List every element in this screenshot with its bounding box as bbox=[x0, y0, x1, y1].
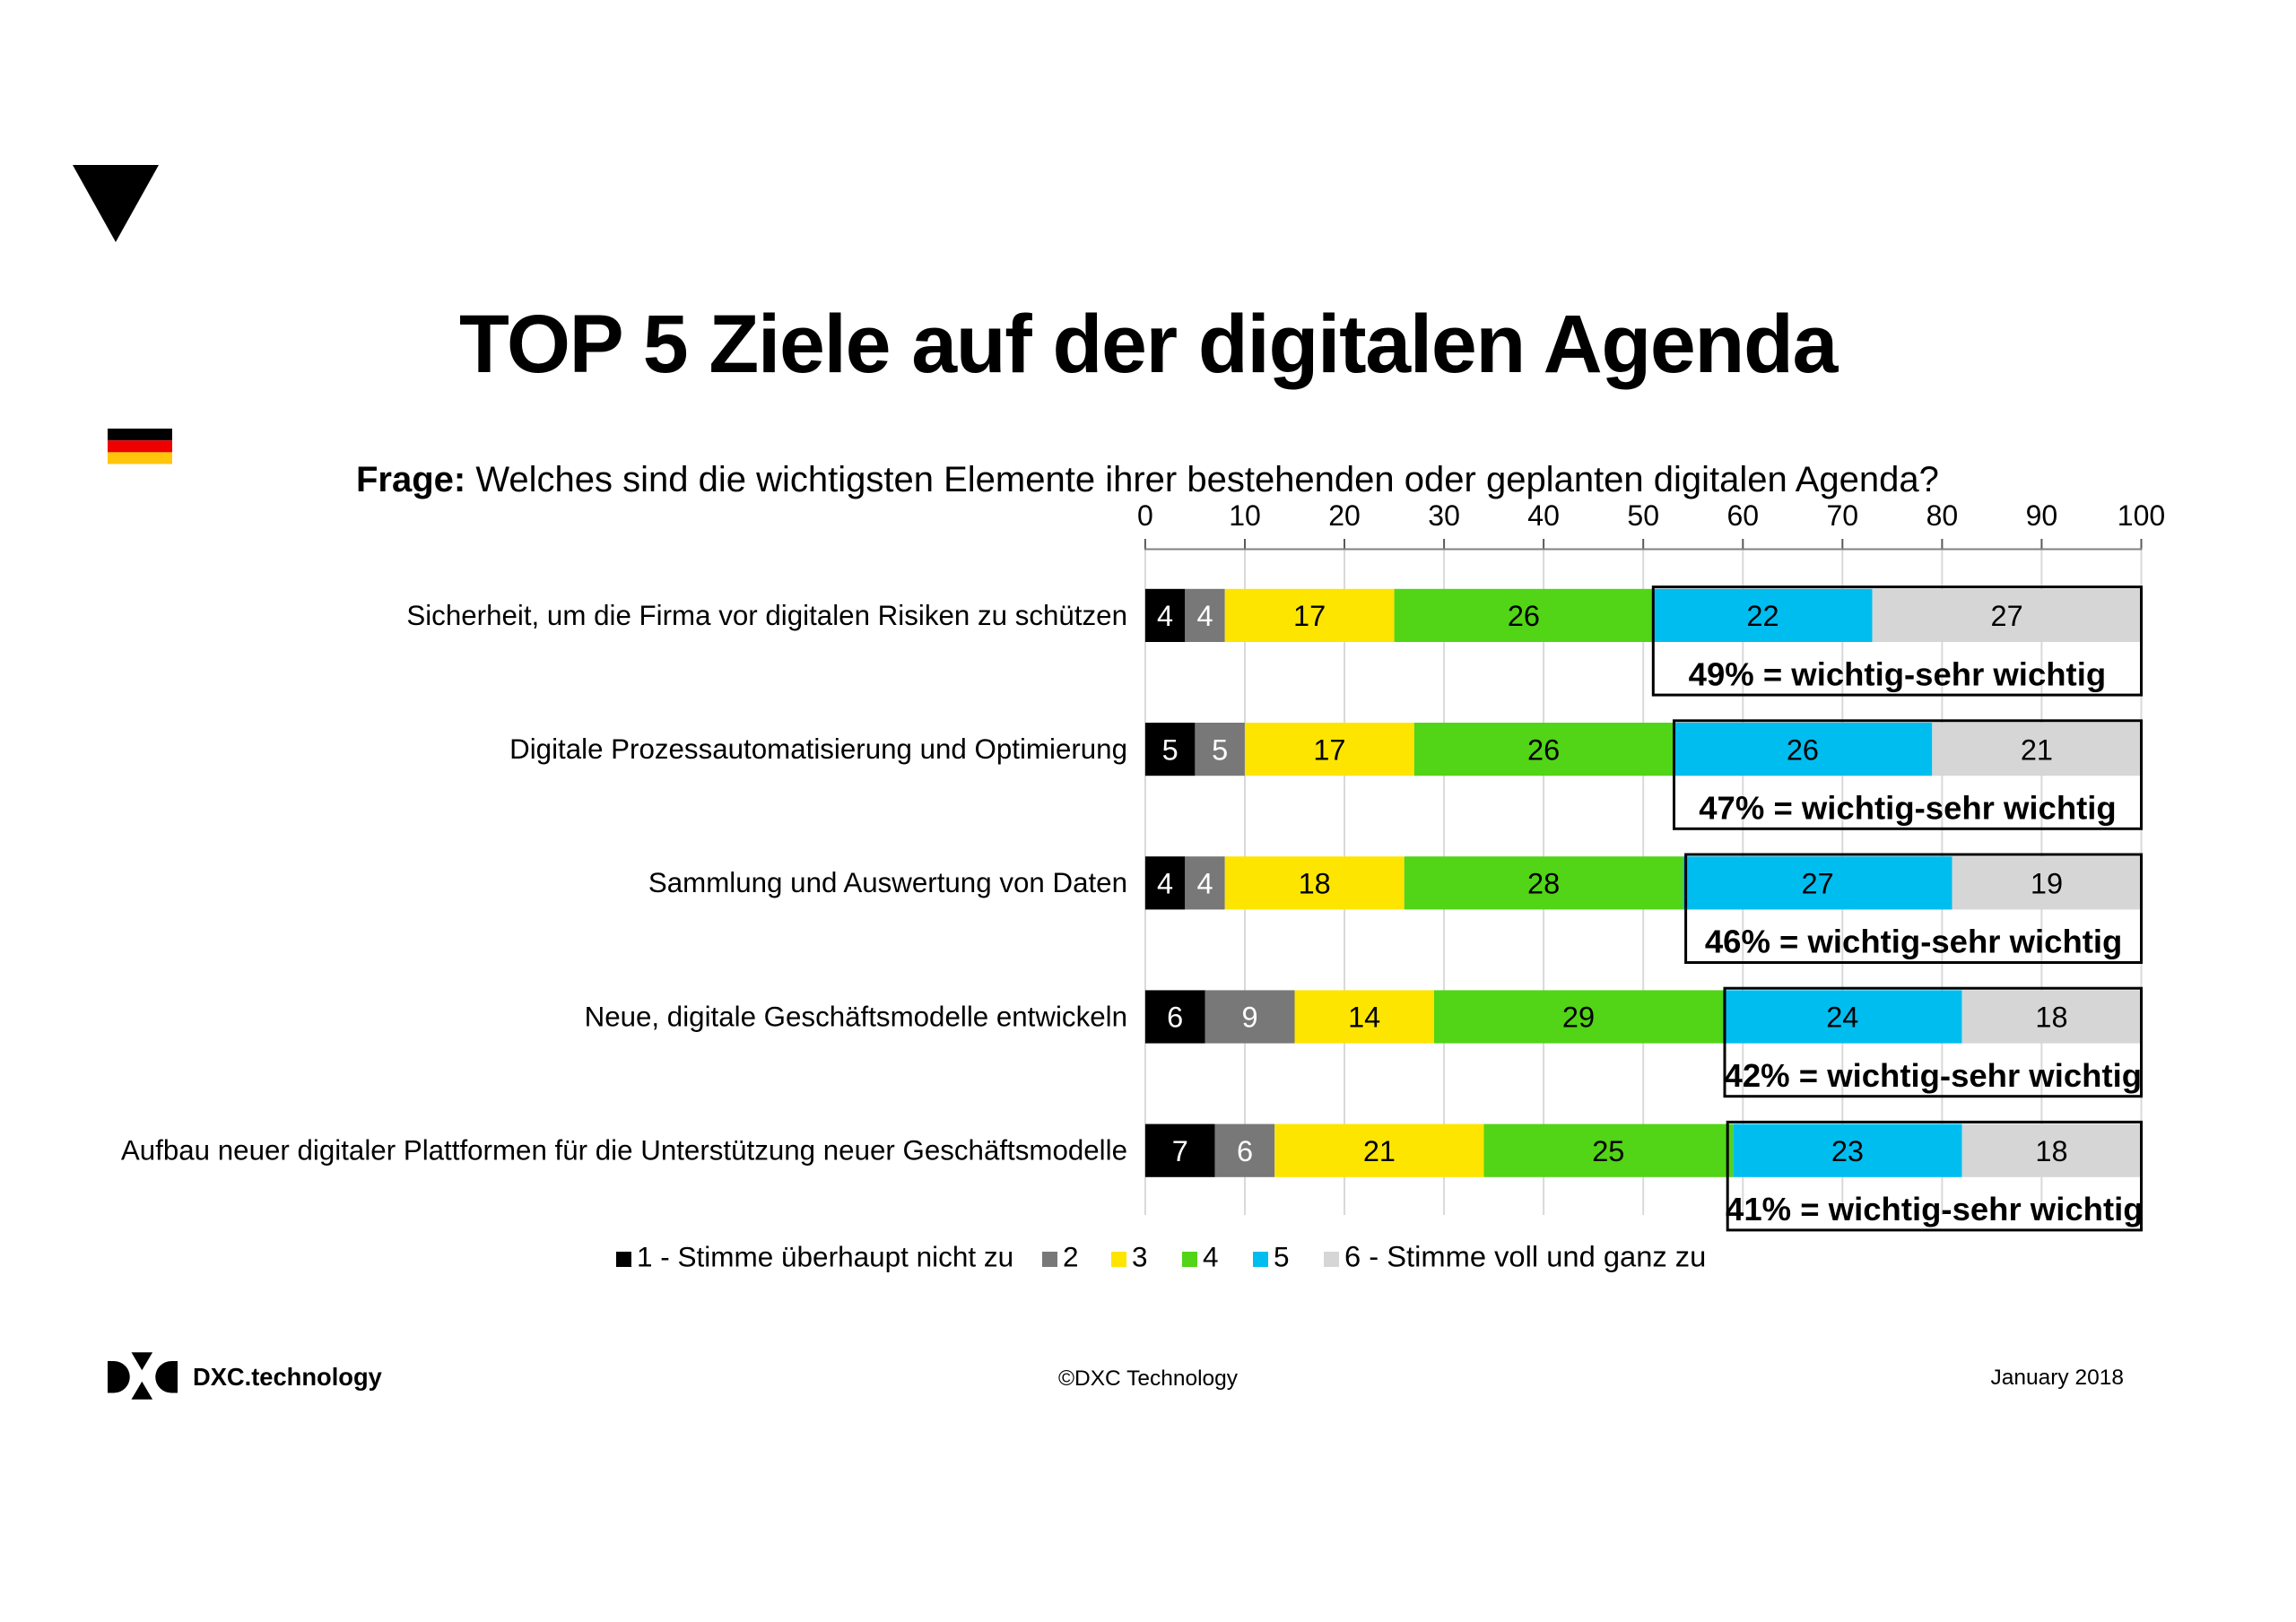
svg-text:4: 4 bbox=[1157, 868, 1173, 900]
svg-text:14: 14 bbox=[1348, 1002, 1380, 1034]
svg-text:4: 4 bbox=[1196, 600, 1213, 632]
svg-text:6: 6 bbox=[1237, 1135, 1253, 1167]
svg-text:41% = wichtig-sehr wichtig: 41% = wichtig-sehr wichtig bbox=[1726, 1191, 2143, 1227]
svg-text:26: 26 bbox=[1508, 600, 1540, 632]
svg-text:46% = wichtig-sehr wichtig: 46% = wichtig-sehr wichtig bbox=[1705, 924, 2122, 960]
svg-text:22: 22 bbox=[1746, 600, 1779, 632]
svg-text:60: 60 bbox=[1727, 499, 1760, 532]
svg-text:7: 7 bbox=[1172, 1135, 1188, 1167]
svg-text:5: 5 bbox=[1274, 1241, 1290, 1273]
svg-text:42% = wichtig-sehr wichtig: 42% = wichtig-sehr wichtig bbox=[1725, 1057, 2142, 1094]
svg-text:Sicherheit, um die Firma vor d: Sicherheit, um die Firma vor digitalen R… bbox=[406, 600, 1127, 631]
svg-text:4: 4 bbox=[1196, 868, 1213, 900]
svg-text:4: 4 bbox=[1157, 600, 1173, 632]
svg-text:18: 18 bbox=[2035, 1135, 2067, 1167]
svg-text:18: 18 bbox=[2035, 1002, 2067, 1034]
svg-text:27: 27 bbox=[1991, 600, 2023, 632]
svg-text:Aufbau neuer digitaler Plattfo: Aufbau neuer digitaler Plattformen für d… bbox=[121, 1135, 1127, 1167]
svg-text:70: 70 bbox=[1827, 499, 1859, 532]
svg-text:10: 10 bbox=[1229, 499, 1261, 532]
svg-text:©DXC Technology: ©DXC Technology bbox=[1058, 1366, 1239, 1391]
svg-text:28: 28 bbox=[1527, 868, 1560, 900]
svg-text:5: 5 bbox=[1212, 733, 1228, 766]
svg-text:18: 18 bbox=[1299, 868, 1331, 900]
svg-text:90: 90 bbox=[2026, 499, 2058, 532]
svg-text:19: 19 bbox=[2031, 868, 2063, 900]
svg-text:17: 17 bbox=[1293, 600, 1326, 632]
svg-text:1 - Stimme überhaupt nicht zu: 1 - Stimme überhaupt nicht zu bbox=[637, 1241, 1013, 1273]
svg-text:100: 100 bbox=[2118, 499, 2165, 532]
svg-text:2: 2 bbox=[1063, 1241, 1079, 1273]
svg-text:26: 26 bbox=[1787, 733, 1819, 766]
svg-text:4: 4 bbox=[1203, 1241, 1219, 1273]
svg-text:January 2018: January 2018 bbox=[1991, 1366, 2124, 1390]
svg-text:30: 30 bbox=[1428, 499, 1460, 532]
svg-text:Neue, digitale Geschäftsmodell: Neue, digitale Geschäftsmodelle entwicke… bbox=[585, 1001, 1127, 1032]
svg-text:Digitale Prozessautomatisierun: Digitale Prozessautomatisierung und Opti… bbox=[509, 733, 1127, 765]
svg-text:6 - Stimme voll und ganz zu: 6 - Stimme voll und ganz zu bbox=[1344, 1240, 1706, 1273]
svg-text:Frage: Welches sind die wichti: Frage: Welches sind die wichtigsten Elem… bbox=[356, 460, 1939, 499]
svg-text:26: 26 bbox=[1527, 733, 1560, 766]
svg-text:DXC.technology: DXC.technology bbox=[193, 1363, 383, 1391]
svg-text:40: 40 bbox=[1527, 499, 1560, 532]
svg-text:17: 17 bbox=[1313, 733, 1345, 766]
svg-text:0: 0 bbox=[1137, 499, 1153, 532]
svg-text:23: 23 bbox=[1831, 1135, 1864, 1167]
svg-text:29: 29 bbox=[1562, 1002, 1595, 1034]
svg-text:TOP 5 Ziele auf der digitalen: TOP 5 Ziele auf der digitalen Agenda bbox=[459, 299, 1839, 390]
svg-text:50: 50 bbox=[1627, 499, 1659, 532]
svg-text:9: 9 bbox=[1241, 1002, 1257, 1034]
svg-text:47% = wichtig-sehr wichtig: 47% = wichtig-sehr wichtig bbox=[1699, 790, 2116, 827]
svg-text:5: 5 bbox=[1162, 733, 1178, 766]
svg-text:6: 6 bbox=[1167, 1002, 1183, 1034]
svg-text:21: 21 bbox=[1363, 1135, 1396, 1167]
svg-text:25: 25 bbox=[1592, 1135, 1624, 1167]
svg-text:Sammlung und Auswertung von Da: Sammlung und Auswertung von Daten bbox=[648, 867, 1127, 898]
svg-text:27: 27 bbox=[1802, 868, 1834, 900]
svg-text:21: 21 bbox=[2021, 733, 2053, 766]
svg-text:80: 80 bbox=[1926, 499, 1959, 532]
svg-text:20: 20 bbox=[1328, 499, 1361, 532]
svg-text:3: 3 bbox=[1132, 1241, 1148, 1273]
svg-text:24: 24 bbox=[1826, 1002, 1858, 1034]
svg-text:49% = wichtig-sehr wichtig: 49% = wichtig-sehr wichtig bbox=[1689, 655, 2106, 692]
